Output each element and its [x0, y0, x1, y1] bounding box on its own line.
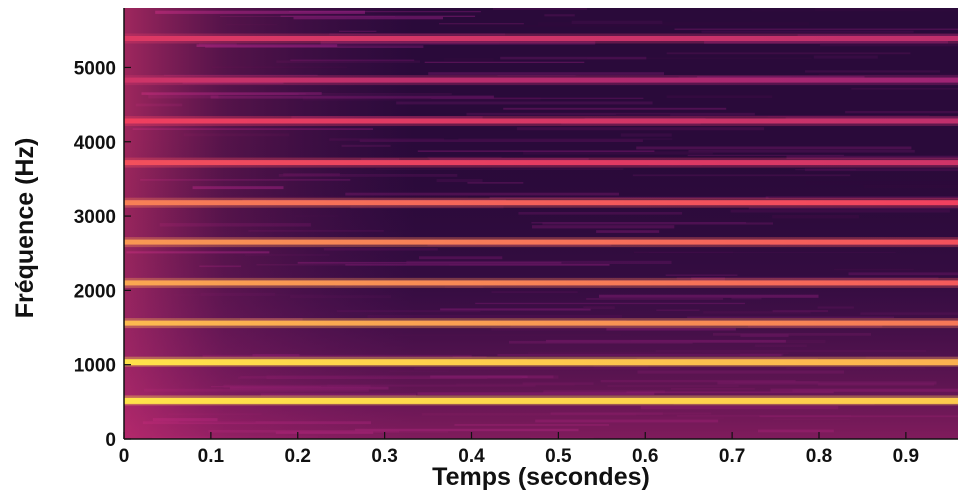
y-axis-title: Fréquence (Hz)	[11, 138, 39, 319]
harmonic-lines	[124, 33, 958, 406]
y-tick-label: 0	[105, 430, 116, 451]
harmonic-line	[124, 77, 958, 83]
harmonic-line	[124, 200, 958, 206]
harmonic-line	[124, 320, 958, 326]
plot-area	[124, 8, 958, 439]
x-tick-label: 0.5	[545, 446, 572, 467]
y-tick-label: 1000	[74, 356, 116, 377]
harmonic-line	[124, 36, 958, 41]
harmonic-line	[124, 397, 958, 404]
x-tick-label: 0.2	[285, 446, 311, 467]
x-tick-label: 0.7	[719, 446, 745, 467]
low-frequency-energy	[124, 8, 958, 439]
harmonic-line	[124, 359, 958, 366]
x-tick-label: 0.1	[198, 446, 225, 467]
harmonic-line	[124, 160, 958, 166]
x-ticks: 0 0.1 0.2 0.3 0.4 0.5 0.6 0.7 0.8 0.9	[119, 432, 919, 467]
x-tick-label: 0	[119, 446, 130, 467]
x-axis: 0 0.1 0.2 0.3 0.4 0.5 0.6 0.7 0.8 0.9 Temps (seco…	[119, 432, 958, 491]
y-tick-label: 3000	[74, 207, 116, 228]
x-tick-label: 0.4	[458, 446, 485, 467]
y-tick-label: 5000	[74, 58, 116, 79]
harmonic-line	[124, 118, 958, 124]
harmonic-line	[124, 239, 958, 245]
y-tick-label: 4000	[74, 133, 116, 154]
x-tick-label: 0.6	[632, 446, 658, 467]
x-tick-label: 0.9	[893, 446, 919, 467]
harmonic-line	[124, 280, 958, 286]
x-axis-title: Temps (secondes)	[432, 463, 650, 491]
x-tick-label: 0.8	[806, 446, 832, 467]
y-ticks: 0 1000 2000 3000 4000 5000	[74, 58, 131, 451]
y-tick-label: 2000	[74, 281, 116, 302]
y-axis: 0 1000 2000 3000 4000 5000 Fréquence (Hz)	[11, 8, 131, 451]
x-tick-label: 0.3	[371, 446, 397, 467]
